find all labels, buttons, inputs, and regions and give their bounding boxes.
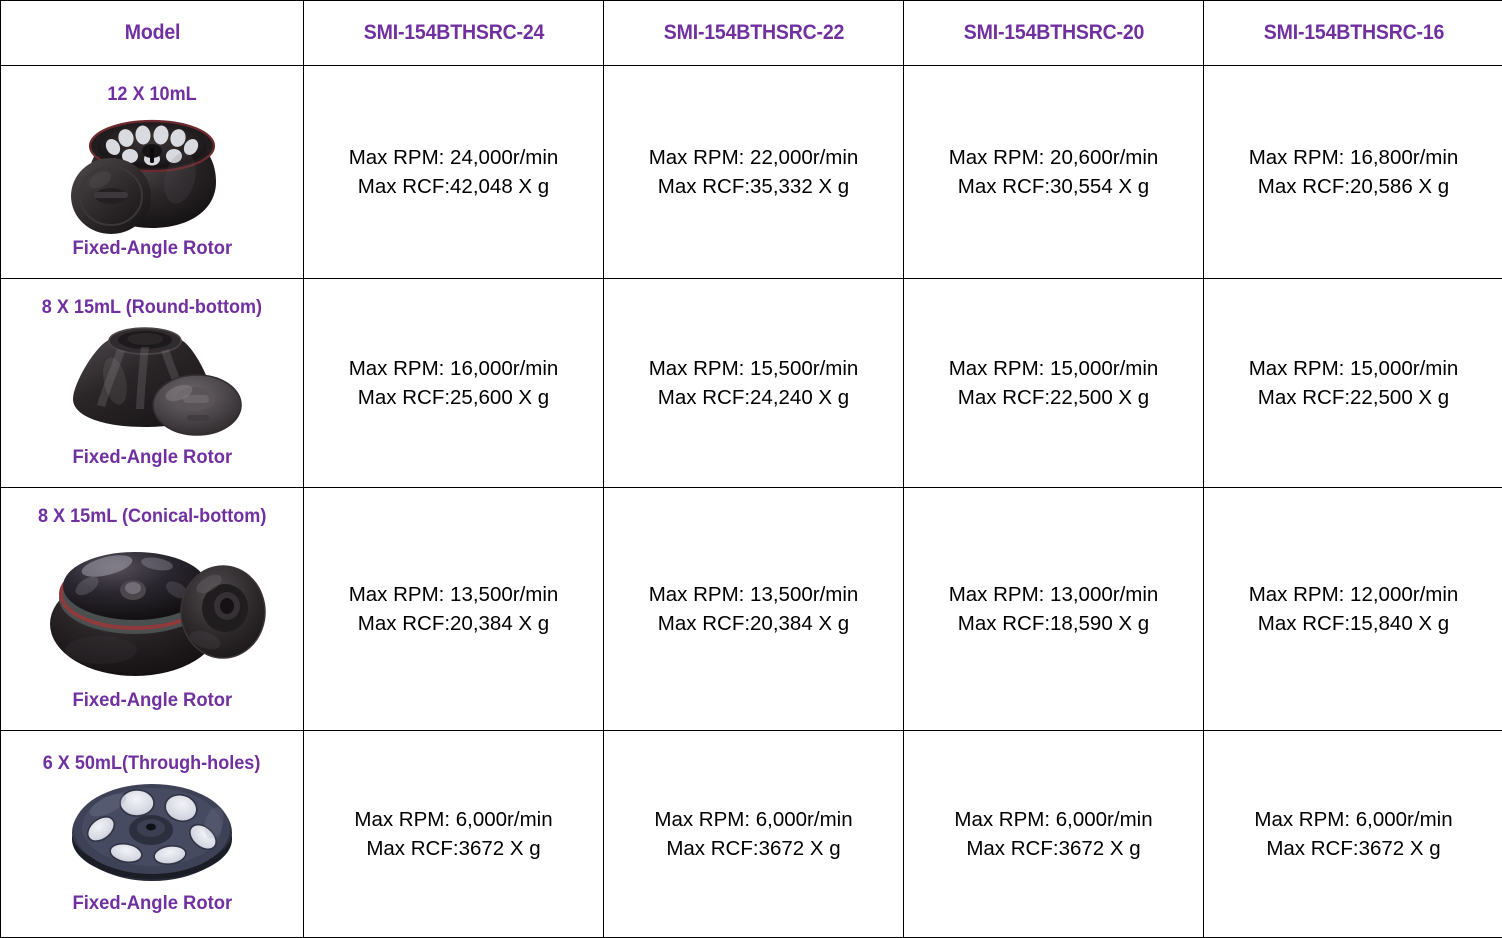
model-title: 6 X 50mL(Through-holes) bbox=[43, 753, 261, 774]
max-rpm-value: Max RPM: 13,500r/min bbox=[304, 580, 603, 609]
max-rcf-value: Max RCF:3672 X g bbox=[604, 834, 903, 863]
max-rcf-value: Max RCF:15,840 X g bbox=[1204, 609, 1502, 638]
max-rpm-value: Max RPM: 6,000r/min bbox=[904, 805, 1203, 834]
spec-cell: Max RPM: 6,000r/min Max RCF:3672 X g bbox=[604, 731, 904, 938]
max-rcf-value: Max RCF:3672 X g bbox=[1204, 834, 1502, 863]
max-rcf-value: Max RCF:20,384 X g bbox=[304, 609, 603, 638]
fixed-angle-rotor-8x15ml-conical-bottom-icon bbox=[3, 528, 301, 690]
table-row: 12 X 10mL bbox=[1, 66, 1502, 279]
model-cell-6x50ml-through-holes: 6 X 50mL(Through-holes) bbox=[1, 731, 304, 938]
spec-cell: Max RPM: 6,000r/min Max RCF:3672 X g bbox=[304, 731, 604, 938]
max-rpm-value: Max RPM: 6,000r/min bbox=[304, 805, 603, 834]
spec-cell: Max RPM: 13,500r/min Max RCF:20,384 X g bbox=[304, 488, 604, 731]
max-rcf-value: Max RCF:18,590 X g bbox=[904, 609, 1203, 638]
max-rcf-value: Max RCF:35,332 X g bbox=[604, 172, 903, 201]
table-header-row: Model SMI-154BTHSRC-24 SMI-154BTHSRC-22 … bbox=[1, 1, 1502, 66]
spec-cell: Max RPM: 24,000r/min Max RCF:42,048 X g bbox=[304, 66, 604, 279]
spec-cell: Max RPM: 16,000r/min Max RCF:25,600 X g bbox=[304, 279, 604, 488]
max-rcf-value: Max RCF:20,384 X g bbox=[604, 609, 903, 638]
fixed-angle-rotor-8x15ml-round-bottom-icon bbox=[3, 319, 301, 447]
spec-cell: Max RPM: 20,600r/min Max RCF:30,554 X g bbox=[904, 66, 1204, 279]
max-rcf-value: Max RCF:25,600 X g bbox=[304, 383, 603, 412]
max-rpm-value: Max RPM: 12,000r/min bbox=[1204, 580, 1502, 609]
max-rpm-value: Max RPM: 16,800r/min bbox=[1204, 143, 1502, 172]
max-rcf-value: Max RCF:42,048 X g bbox=[304, 172, 603, 201]
model-cell-12x10ml: 12 X 10mL bbox=[1, 66, 304, 279]
spec-cell: Max RPM: 15,000r/min Max RCF:22,500 X g bbox=[904, 279, 1204, 488]
model-title: 8 X 15mL (Round-bottom) bbox=[42, 297, 262, 318]
table-row: 6 X 50mL(Through-holes) bbox=[1, 731, 1502, 938]
max-rpm-value: Max RPM: 16,000r/min bbox=[304, 354, 603, 383]
model-caption: Fixed-Angle Rotor bbox=[72, 893, 232, 914]
spec-cell: Max RPM: 22,000r/min Max RCF:35,332 X g bbox=[604, 66, 904, 279]
model-title: 12 X 10mL bbox=[107, 84, 196, 105]
model-caption: Fixed-Angle Rotor bbox=[72, 690, 232, 711]
max-rcf-value: Max RCF:3672 X g bbox=[904, 834, 1203, 863]
spec-cell: Max RPM: 16,800r/min Max RCF:20,586 X g bbox=[1204, 66, 1502, 279]
max-rcf-value: Max RCF:3672 X g bbox=[304, 834, 603, 863]
max-rpm-value: Max RPM: 15,000r/min bbox=[904, 354, 1203, 383]
spec-cell: Max RPM: 6,000r/min Max RCF:3672 X g bbox=[904, 731, 1204, 938]
model-caption: Fixed-Angle Rotor bbox=[72, 238, 232, 259]
spec-cell: Max RPM: 15,500r/min Max RCF:24,240 X g bbox=[604, 279, 904, 488]
column-header-smi-154bthsrc-22: SMI-154BTHSRC-22 bbox=[614, 1, 893, 66]
spec-cell: Max RPM: 12,000r/min Max RCF:15,840 X g bbox=[1204, 488, 1502, 731]
column-header-model: Model bbox=[11, 1, 293, 66]
max-rcf-value: Max RCF:22,500 X g bbox=[904, 383, 1203, 412]
fixed-angle-rotor-6x50ml-through-holes-icon bbox=[3, 775, 301, 893]
max-rpm-value: Max RPM: 20,600r/min bbox=[904, 143, 1203, 172]
max-rcf-value: Max RCF:24,240 X g bbox=[604, 383, 903, 412]
max-rpm-value: Max RPM: 22,000r/min bbox=[604, 143, 903, 172]
column-header-smi-154bthsrc-20: SMI-154BTHSRC-20 bbox=[914, 1, 1193, 66]
max-rpm-value: Max RPM: 15,000r/min bbox=[1204, 354, 1502, 383]
spec-cell: Max RPM: 13,000r/min Max RCF:18,590 X g bbox=[904, 488, 1204, 731]
spec-cell: Max RPM: 6,000r/min Max RCF:3672 X g bbox=[1204, 731, 1502, 938]
model-cell-8x15ml-round-bottom: 8 X 15mL (Round-bottom) bbox=[1, 279, 304, 488]
max-rcf-value: Max RCF:30,554 X g bbox=[904, 172, 1203, 201]
max-rpm-value: Max RPM: 13,000r/min bbox=[904, 580, 1203, 609]
max-rcf-value: Max RCF:20,586 X g bbox=[1204, 172, 1502, 201]
max-rpm-value: Max RPM: 24,000r/min bbox=[304, 143, 603, 172]
max-rpm-value: Max RPM: 6,000r/min bbox=[604, 805, 903, 834]
spec-cell: Max RPM: 13,500r/min Max RCF:20,384 X g bbox=[604, 488, 904, 731]
fixed-angle-rotor-12x10ml-icon bbox=[3, 106, 301, 238]
max-rpm-value: Max RPM: 6,000r/min bbox=[1204, 805, 1502, 834]
table-row: 8 X 15mL (Round-bottom) bbox=[1, 279, 1502, 488]
model-caption: Fixed-Angle Rotor bbox=[72, 447, 232, 468]
max-rcf-value: Max RCF:22,500 X g bbox=[1204, 383, 1502, 412]
model-cell-8x15ml-conical-bottom: 8 X 15mL (Conical-bottom) bbox=[1, 488, 304, 731]
max-rpm-value: Max RPM: 15,500r/min bbox=[604, 354, 903, 383]
column-header-smi-154bthsrc-24: SMI-154BTHSRC-24 bbox=[314, 1, 593, 66]
table-row: 8 X 15mL (Conical-bottom) bbox=[1, 488, 1502, 731]
column-header-smi-154bthsrc-16: SMI-154BTHSRC-16 bbox=[1214, 1, 1493, 66]
model-title: 8 X 15mL (Conical-bottom) bbox=[38, 506, 266, 527]
max-rpm-value: Max RPM: 13,500r/min bbox=[604, 580, 903, 609]
spec-cell: Max RPM: 15,000r/min Max RCF:22,500 X g bbox=[1204, 279, 1502, 488]
